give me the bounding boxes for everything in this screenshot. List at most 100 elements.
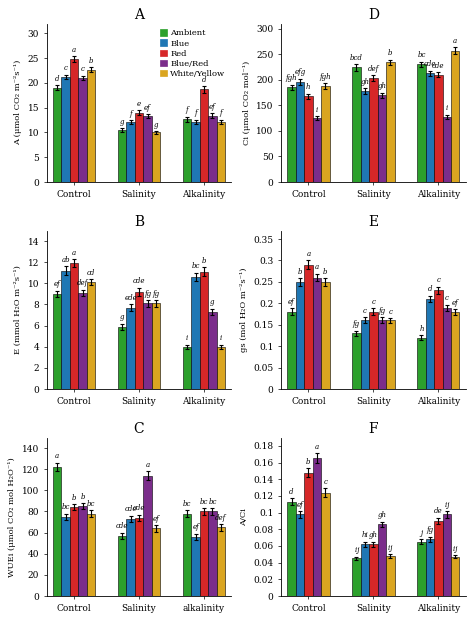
Text: a: a: [72, 248, 76, 256]
Bar: [217, 122, 225, 182]
Text: c: c: [64, 64, 68, 72]
Bar: [434, 291, 443, 389]
Text: j: j: [420, 529, 422, 537]
Text: efg: efg: [294, 68, 306, 76]
Text: c: c: [437, 276, 440, 284]
Text: i: i: [186, 334, 188, 342]
Text: ede: ede: [124, 294, 137, 302]
Text: ef: ef: [209, 103, 216, 111]
Bar: [135, 518, 143, 596]
Bar: [417, 65, 426, 182]
Bar: [127, 307, 135, 389]
Bar: [352, 68, 361, 182]
Bar: [200, 512, 208, 596]
Bar: [127, 122, 135, 182]
Title: A: A: [134, 8, 144, 22]
Text: bc: bc: [87, 500, 95, 508]
Legend: Ambient, Blue, Red, Blue/Red, White/Yellow: Ambient, Blue, Red, Blue/Red, White/Yell…: [158, 28, 227, 79]
Bar: [304, 265, 313, 389]
Text: f: f: [219, 109, 222, 117]
Text: c: c: [363, 307, 367, 315]
Title: F: F: [369, 422, 378, 437]
Bar: [118, 327, 127, 389]
Title: D: D: [368, 8, 379, 22]
Bar: [127, 519, 135, 596]
Bar: [152, 132, 160, 182]
Bar: [313, 118, 321, 182]
Text: d: d: [289, 488, 294, 496]
Text: def: def: [215, 514, 227, 522]
Text: h: h: [306, 83, 310, 91]
Text: d: d: [55, 75, 59, 83]
Text: cd: cd: [87, 269, 95, 277]
Bar: [118, 130, 127, 182]
Bar: [304, 96, 313, 182]
Y-axis label: E (mmol H₂O m⁻²s⁻¹): E (mmol H₂O m⁻²s⁻¹): [14, 265, 22, 354]
Bar: [313, 278, 321, 389]
Bar: [78, 293, 87, 389]
Text: def: def: [77, 279, 88, 288]
Text: ef: ef: [192, 524, 199, 532]
Text: fg: fg: [378, 307, 385, 315]
Y-axis label: Ci (μmol CO₂ mol⁻¹): Ci (μmol CO₂ mol⁻¹): [243, 61, 251, 145]
Text: gh: gh: [360, 78, 369, 86]
Text: g: g: [120, 117, 124, 125]
Text: bc: bc: [200, 498, 208, 506]
Bar: [78, 78, 87, 182]
Bar: [53, 88, 62, 182]
Bar: [434, 75, 443, 182]
Text: b: b: [80, 492, 85, 501]
Bar: [434, 521, 443, 596]
Text: b: b: [306, 458, 310, 466]
Text: c: c: [388, 307, 392, 315]
Text: c: c: [372, 298, 375, 306]
Text: g: g: [154, 120, 158, 129]
Text: bcd: bcd: [350, 53, 363, 61]
Bar: [191, 122, 200, 182]
Text: i: i: [446, 104, 448, 112]
Text: fg: fg: [144, 290, 151, 298]
Text: cde: cde: [432, 61, 445, 70]
Bar: [53, 294, 62, 389]
Bar: [443, 307, 451, 389]
Text: ef: ef: [288, 298, 295, 306]
Text: cde: cde: [124, 505, 137, 514]
Bar: [313, 458, 321, 596]
Bar: [62, 77, 70, 182]
Y-axis label: WUEi (μmol CO₂ mol H₂O⁻¹): WUEi (μmol CO₂ mol H₂O⁻¹): [9, 457, 16, 577]
Y-axis label: gs (mol H₂O m⁻²s⁻¹): gs (mol H₂O m⁻²s⁻¹): [240, 268, 248, 352]
Text: ij: ij: [453, 545, 457, 553]
Bar: [183, 514, 191, 596]
Bar: [208, 512, 217, 596]
Bar: [417, 542, 426, 596]
Text: a: a: [315, 443, 319, 451]
Text: i: i: [220, 334, 222, 342]
Text: hi: hi: [362, 532, 368, 540]
Bar: [200, 272, 208, 389]
Bar: [143, 116, 152, 182]
Bar: [217, 527, 225, 596]
Text: a: a: [315, 263, 319, 271]
Text: c: c: [445, 294, 449, 302]
Bar: [62, 517, 70, 596]
Bar: [426, 73, 434, 182]
Text: a: a: [146, 461, 150, 469]
Bar: [369, 312, 378, 389]
Text: d: d: [202, 76, 206, 84]
Text: fg: fg: [152, 290, 160, 298]
Text: f: f: [194, 109, 197, 117]
Text: ab: ab: [61, 256, 70, 264]
Bar: [183, 119, 191, 182]
Text: cde: cde: [424, 60, 436, 68]
Bar: [70, 59, 78, 182]
Text: gh: gh: [369, 532, 378, 540]
Bar: [361, 544, 369, 596]
Bar: [87, 283, 95, 389]
Text: bc: bc: [208, 498, 217, 506]
Text: g: g: [210, 298, 215, 306]
Text: ij: ij: [445, 501, 449, 509]
Bar: [87, 514, 95, 596]
Bar: [321, 492, 329, 596]
Bar: [152, 304, 160, 389]
Bar: [321, 282, 329, 389]
